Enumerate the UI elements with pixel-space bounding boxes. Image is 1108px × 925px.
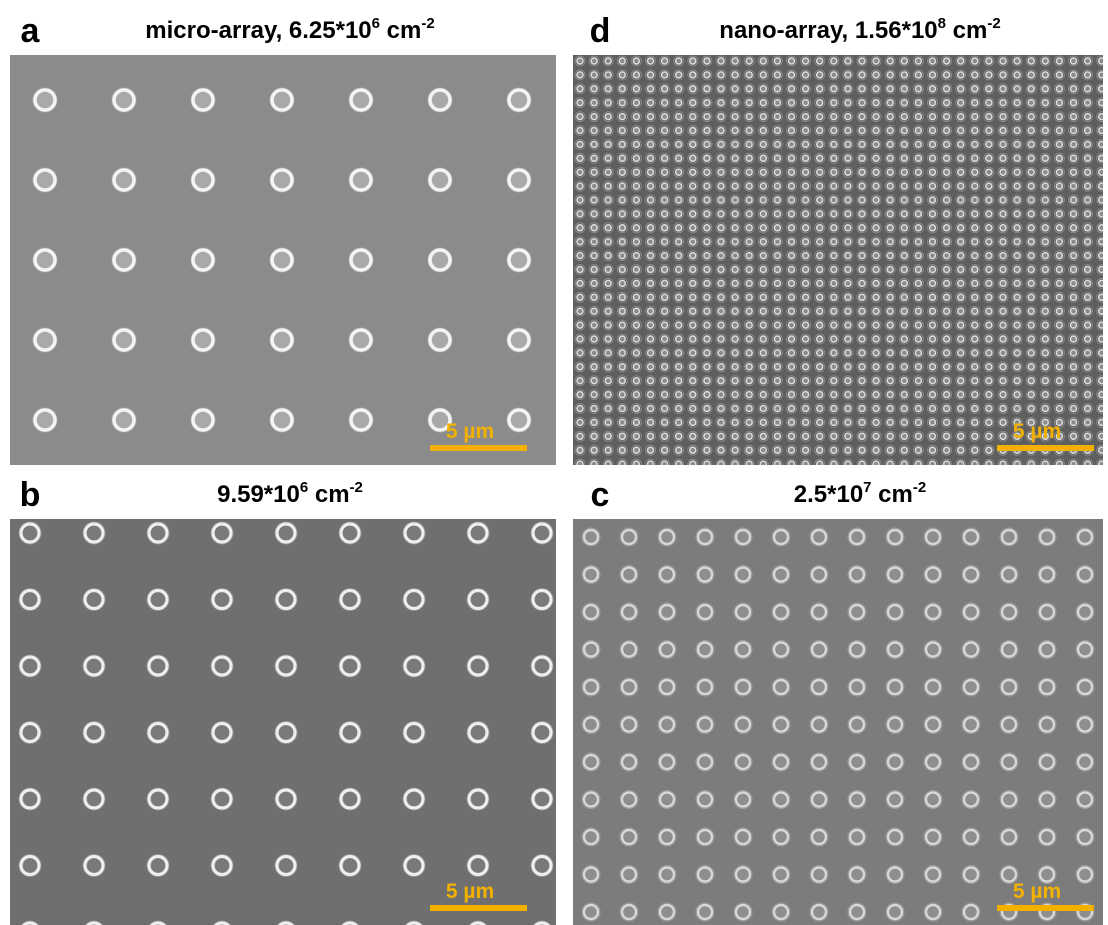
image-background	[573, 519, 1103, 925]
scale-bar-label: 5 µm	[446, 420, 494, 443]
panel-title: 9.59*106 cm-2	[217, 479, 363, 508]
title-part: cm	[308, 481, 349, 508]
superscript: -2	[987, 15, 1000, 32]
panel-title: nano-array, 1.56*108 cm-2	[719, 15, 1000, 44]
scale-bar-label: 5 µm	[446, 880, 494, 903]
panel-title: micro-array, 6.25*106 cm-2	[145, 15, 434, 44]
panel-letter: d	[590, 12, 611, 50]
superscript: 7	[863, 479, 871, 496]
sem-image	[573, 519, 1103, 925]
sem-image	[573, 55, 1107, 469]
sem-image	[10, 519, 556, 925]
superscript: -2	[421, 15, 434, 32]
panel-letter: a	[21, 12, 41, 50]
panel-letter: b	[20, 476, 41, 514]
title-part: cm	[946, 17, 987, 44]
title-part: nano-array, 1.56*10	[719, 17, 937, 44]
title-part: 9.59*10	[217, 481, 300, 508]
superscript: 8	[938, 15, 946, 32]
scale-bar-label: 5 µm	[1013, 420, 1061, 443]
superscript: 6	[372, 15, 380, 32]
figure: amicro-array, 6.25*106 cm-25 µmdnano-arr…	[0, 0, 1108, 925]
panel-letter: c	[591, 476, 610, 514]
sem-image	[10, 55, 556, 465]
superscript: 6	[300, 479, 308, 496]
panel-title: 2.5*107 cm-2	[794, 479, 926, 508]
title-part: cm	[872, 481, 913, 508]
title-part: micro-array, 6.25*10	[145, 17, 371, 44]
title-part: cm	[380, 17, 421, 44]
title-part: 2.5*10	[794, 481, 863, 508]
superscript: -2	[913, 479, 926, 496]
scale-bar-label: 5 µm	[1013, 880, 1061, 903]
superscript: -2	[350, 479, 363, 496]
